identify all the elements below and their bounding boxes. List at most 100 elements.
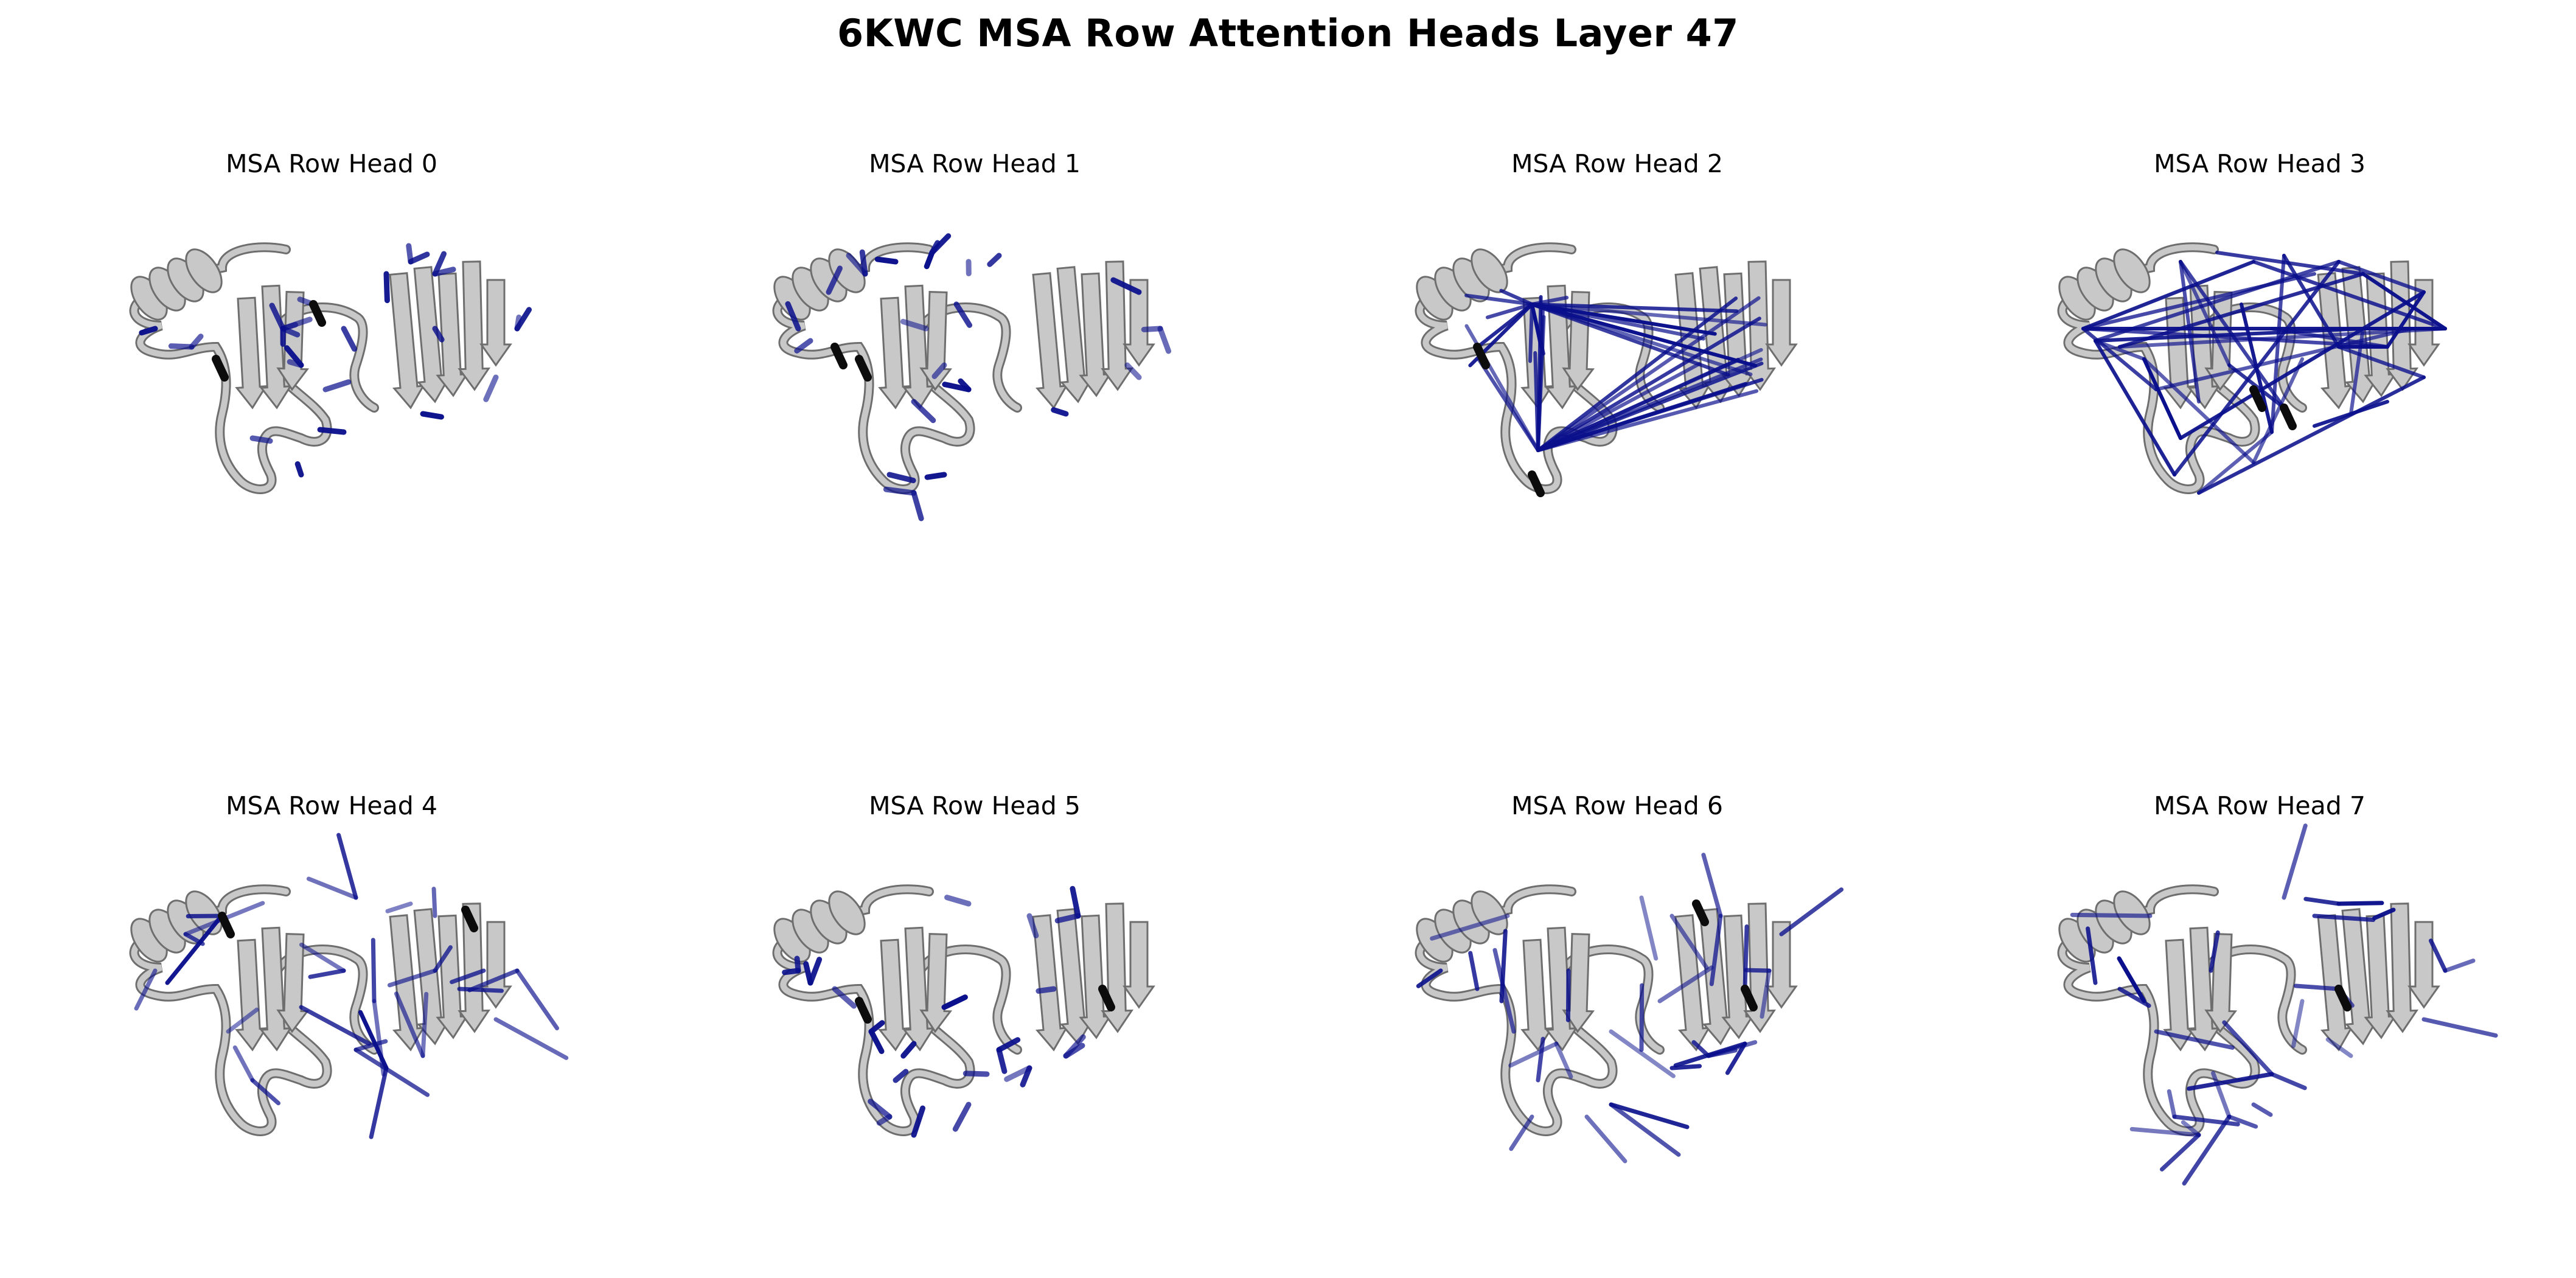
attention-line [2284,826,2305,898]
attention-line [171,346,192,347]
attention-line [1641,898,1656,958]
beta-strand [2409,922,2438,1007]
protein-structure-image [70,207,593,548]
attention-line [1611,1105,1687,1127]
attention-line [1471,953,1477,989]
protein-ribbon [1410,243,1796,489]
attention-line [1530,304,1532,361]
beta-strand [1081,273,1110,396]
attention-line [1160,329,1169,351]
attention-line [1746,970,1769,971]
attention-line [325,382,349,389]
protein-structure-image [713,849,1236,1190]
attention-line [886,489,914,493]
attention-panel: MSA Row Head 7 [1998,791,2521,1278]
attention-line [320,430,344,432]
attention-panel: MSA Row Head 3 [1998,149,2521,636]
attention-line [344,329,354,349]
attention-line [927,475,944,477]
panel-title: MSA Row Head 3 [1998,149,2521,178]
attention-line [371,1068,386,1137]
protein-structure-image [1998,849,2521,1190]
beta-strand [237,940,266,1050]
attention-line [2306,899,2339,904]
attention-line [1641,985,1642,1050]
protein-structure-image [713,207,1236,548]
beta-strand [1081,915,1110,1038]
attention-line [1511,1044,1556,1066]
protein-ribbon [767,243,1154,489]
beta-strand [2365,915,2395,1038]
attention-line [2296,986,2339,989]
attention-panel: MSA Row Head 0 [70,149,593,636]
beta-strand [880,940,909,1050]
attention-line [2072,915,2150,916]
beta-strand [1102,904,1132,1032]
beta-strand [2387,904,2417,1032]
highlight-residue [1696,904,1705,922]
attention-line [785,971,798,972]
attention-line [459,989,502,991]
beta-strand [1745,904,1774,1032]
panel-title: MSA Row Head 2 [1356,149,1879,178]
beta-strand [1767,280,1796,365]
beta-strand [459,262,489,389]
attention-line [1054,410,1066,414]
attention-line [308,879,356,898]
beta-strand [1124,922,1154,1007]
beta-strand [481,922,510,1007]
attention-line [339,835,356,898]
attention-line [1611,1105,1679,1154]
attention-line [298,464,301,475]
beta-strand [437,273,467,396]
attention-line [1708,1042,1755,1056]
panel-title: MSA Row Head 1 [713,149,1236,178]
attention-line [2254,1105,2271,1115]
attention-line [188,916,222,917]
attention-panel: MSA Row Head 6 [1356,791,1879,1278]
attention-line [486,377,496,399]
attention-line [990,256,999,264]
attention-line [2095,341,2174,475]
attention-line [2169,1091,2174,1117]
panel-title: MSA Row Head 4 [70,791,593,820]
attention-line [2339,903,2382,904]
attention-line [2445,961,2473,971]
attention-line [310,971,344,977]
panel-title: MSA Row Head 7 [1998,791,2521,820]
protein-structure-image [1998,207,2521,548]
protein-ribbon [1410,885,1796,1131]
attention-line [1745,927,1747,989]
attention-line [2272,1074,2305,1088]
attention-line [373,940,374,1001]
beta-strand [1522,940,1551,1050]
attention-line [2162,1135,2199,1169]
attention-panel: MSA Row Head 4 [70,791,593,1278]
attention-line [388,904,411,911]
protein-structure-image [1356,207,1879,548]
attention-line [386,274,387,301]
attention-line [914,402,933,421]
protein-ribbon [124,885,510,1131]
panel-title: MSA Row Head 0 [70,149,593,178]
attention-line [2294,1001,2302,1046]
panel-title: MSA Row Head 6 [1356,791,1879,820]
attention-line [903,1044,914,1056]
attention-line [1672,1066,1700,1068]
attention-panel: MSA Row Head 2 [1356,149,1879,636]
protein-structure-image [1356,849,1879,1190]
attention-line [252,438,270,441]
attention-line [356,1050,428,1095]
attention-line [434,889,435,916]
attention-line [423,414,441,417]
beta-strand [880,298,909,408]
attention-line [409,246,411,262]
attention-line [517,971,557,1028]
attention-panel: MSA Row Head 1 [713,149,1236,636]
attention-line [517,317,519,329]
highlight-residue [2284,408,2292,426]
attention-line [1039,989,1054,991]
attention-line [999,1050,1004,1071]
attention-line [1587,1117,1625,1161]
attention-line [877,259,896,262]
